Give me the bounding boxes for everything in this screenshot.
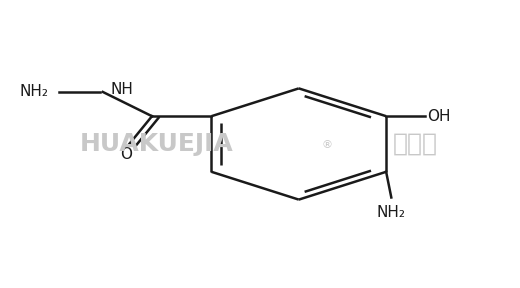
Text: HUAKUEJIA: HUAKUEJIA bbox=[80, 132, 233, 156]
Text: NH: NH bbox=[111, 82, 134, 97]
Text: O: O bbox=[120, 147, 132, 162]
Text: OH: OH bbox=[427, 109, 451, 124]
Text: NH₂: NH₂ bbox=[377, 205, 406, 221]
Text: NH₂: NH₂ bbox=[20, 84, 48, 99]
Text: ®: ® bbox=[322, 141, 333, 150]
Text: 化学加: 化学加 bbox=[393, 132, 438, 156]
